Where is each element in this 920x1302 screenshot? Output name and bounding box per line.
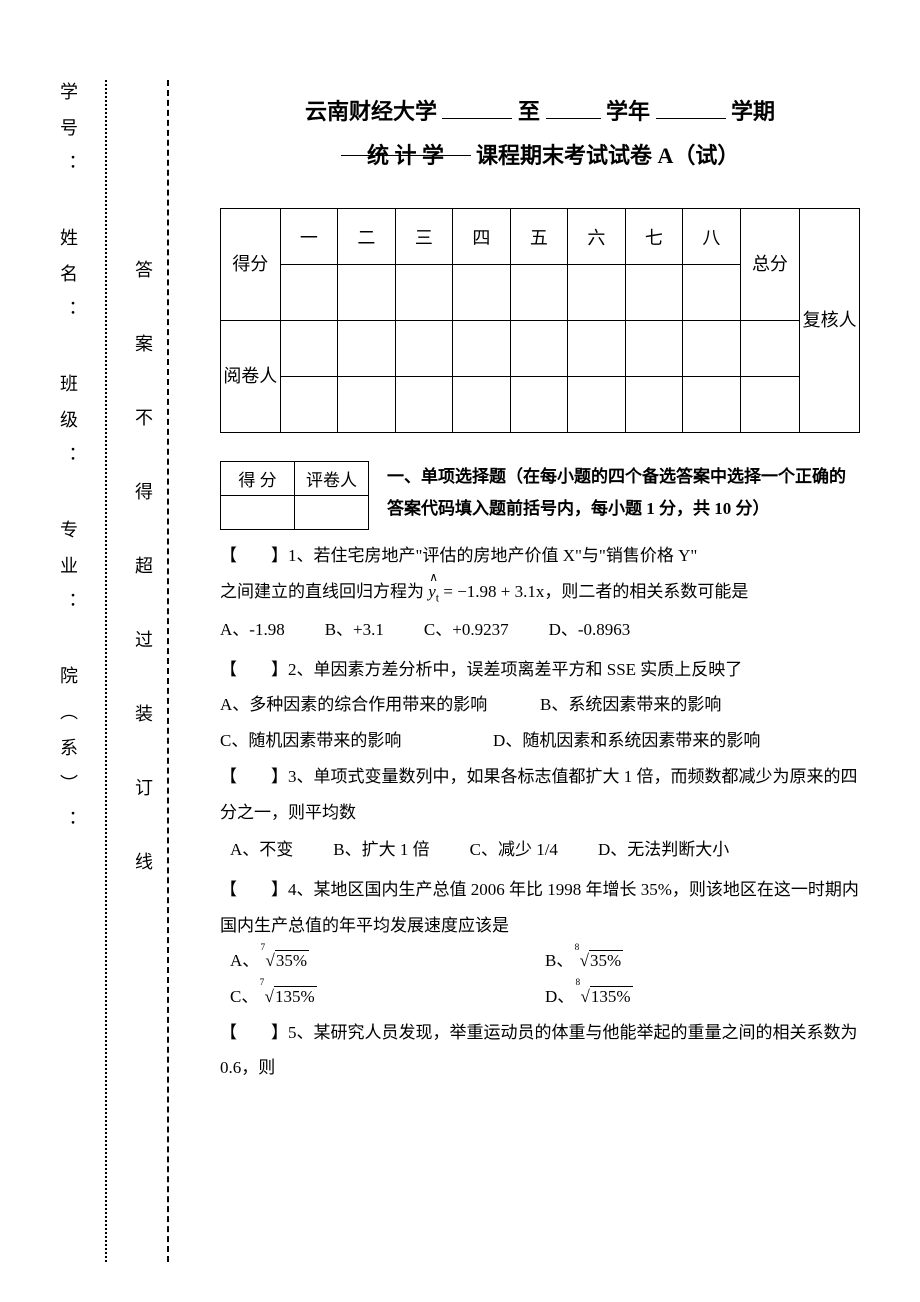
col-4: 四 <box>453 209 511 265</box>
stitch-line <box>167 80 169 1262</box>
question-5: 【 】5、某研究人员发现，举重运动员的体重与他能举起的重量之间的相关系数为 0.… <box>220 1015 860 1086</box>
q1-optD: D、-0.8963 <box>549 612 631 648</box>
q4-optA: A、 7√35% <box>230 943 545 979</box>
q5-stem: 【 】5、某研究人员发现，举重运动员的体重与他能举起的重量之间的相关系数为 0.… <box>220 1015 860 1086</box>
col-3: 三 <box>395 209 453 265</box>
reviewer-label: 复核人 <box>800 209 860 433</box>
term-blank <box>656 97 726 119</box>
total-label: 总分 <box>740 209 800 321</box>
col-8: 八 <box>683 209 741 265</box>
col-1: 一 <box>280 209 338 265</box>
col-2: 二 <box>338 209 396 265</box>
section-1-header: 得 分 评卷人 一、单项选择题（在每小题的四个备选答案中选择一个正确的答案代码填… <box>220 461 860 526</box>
q3-optA: A、不变 <box>230 832 293 868</box>
q4-optC: C、 7√135% <box>230 979 545 1015</box>
q3-optD: D、无法判断大小 <box>598 832 729 868</box>
exam-content: 云南财经大学 至 学年 学期 统 计 学 课程期末考试试卷 A（试） 得分 一 … <box>200 0 920 1302</box>
q1-optC: C、+0.9237 <box>424 612 509 648</box>
course-name: 统 计 学 <box>341 134 471 156</box>
binding-sidebar: 学号： 姓名： 班级： 专业： 院（系）： 答 案 不 得 超 过 装 订 线 <box>0 0 200 1302</box>
q2-optD: D、随机因素和系统因素带来的影响 <box>493 731 760 750</box>
q2-stem: 【 】2、单因素方差分析中，误差项离差平方和 SSE 实质上反映了 <box>220 652 860 688</box>
q2-optB: B、系统因素带来的影响 <box>540 687 860 723</box>
year-to-blank <box>546 97 601 119</box>
mini-grader-label: 评卷人 <box>295 462 369 496</box>
y-hat-symbol: ∧yt <box>428 574 439 610</box>
q3-optB: B、扩大 1 倍 <box>333 832 429 868</box>
q1-stem-line1: 【 】1、若住宅房地产"评估的房地产价值 X"与"销售价格 Y" <box>220 538 860 574</box>
exam-type: 课程期末考试试卷 A（试） <box>476 143 739 168</box>
mini-score-label: 得 分 <box>221 462 295 496</box>
q4-optD: D、 8√135% <box>545 979 860 1015</box>
binding-warning: 答 案 不 得 超 过 装 订 线 <box>130 260 156 1060</box>
question-3: 【 】3、单项式变量数列中，如果各标志值都扩大 1 倍，而频数都减少为原来的四分… <box>220 759 860 868</box>
q4-optB: B、 8√35% <box>545 943 860 979</box>
score-table: 得分 一 二 三 四 五 六 七 八 总分 复核人 阅卷人 <box>220 208 860 433</box>
q3-stem: 【 】3、单项式变量数列中，如果各标志值都扩大 1 倍，而频数都减少为原来的四分… <box>220 759 860 830</box>
edge-dashed-line <box>105 80 107 1262</box>
question-4: 【 】4、某地区国内生产总值 2006 年比 1998 年增长 35%，则该地区… <box>220 872 860 1015</box>
questions: 【 】1、若住宅房地产"评估的房地产价值 X"与"销售价格 Y" 之间建立的直线… <box>220 538 860 1086</box>
score-cell <box>280 265 338 321</box>
col-5: 五 <box>510 209 568 265</box>
question-1: 【 】1、若住宅房地产"评估的房地产价值 X"与"销售价格 Y" 之间建立的直线… <box>220 538 860 648</box>
q2-optA: A、多种因素的综合作用带来的影响 <box>220 687 540 723</box>
question-2: 【 】2、单因素方差分析中，误差项离差平方和 SSE 实质上反映了 A、多种因素… <box>220 652 860 759</box>
col-6: 六 <box>568 209 626 265</box>
q3-optC: C、减少 1/4 <box>470 832 558 868</box>
q4-stem: 【 】4、某地区国内生产总值 2006 年比 1998 年增长 35%，则该地区… <box>220 872 860 943</box>
year-from-blank <box>442 97 512 119</box>
q2-optC: C、随机因素带来的影响 <box>220 723 489 759</box>
university-name: 云南财经大学 <box>305 99 437 124</box>
student-info-column: 学号： 姓名： 班级： 专业： 院（系）： <box>55 82 81 1242</box>
section-score-table: 得 分 评卷人 <box>220 461 369 530</box>
q1-optA: A、-1.98 <box>220 612 285 648</box>
col-7: 七 <box>625 209 683 265</box>
grader-label: 阅卷人 <box>221 321 281 433</box>
score-label: 得分 <box>221 209 281 321</box>
q1-optB: B、+3.1 <box>325 612 384 648</box>
exam-title: 云南财经大学 至 学年 学期 统 计 学 课程期末考试试卷 A（试） <box>220 90 860 178</box>
